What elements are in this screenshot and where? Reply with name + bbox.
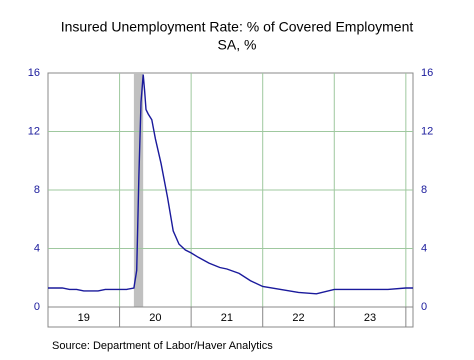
x-tick-label: 22	[292, 312, 304, 324]
y-tick-label: 12	[28, 125, 40, 137]
y2-tick-label: 0	[421, 301, 427, 313]
y-tick-label: 8	[34, 184, 40, 196]
x-tick-label: 21	[221, 312, 233, 324]
x-tick-label: 20	[149, 312, 161, 324]
x-axis-band	[47, 306, 414, 328]
y2-tick-label: 16	[421, 67, 433, 79]
chart-title: Insured Unemployment Rate: % of Covered …	[61, 19, 414, 35]
chart-subtitle: SA, %	[218, 37, 257, 53]
y-tick-label: 16	[28, 67, 40, 79]
data-line	[48, 74, 413, 295]
y2-tick-label: 4	[421, 242, 427, 254]
x-tick-label: 23	[364, 312, 376, 324]
y-tick-label: 0	[34, 301, 40, 313]
source-note: Source: Department of Labor/Haver Analyt…	[52, 340, 273, 352]
y2-tick-label: 8	[421, 184, 427, 196]
y-tick-label: 4	[34, 242, 40, 254]
y2-tick-label: 12	[421, 125, 433, 137]
x-tick-label: 19	[78, 312, 90, 324]
